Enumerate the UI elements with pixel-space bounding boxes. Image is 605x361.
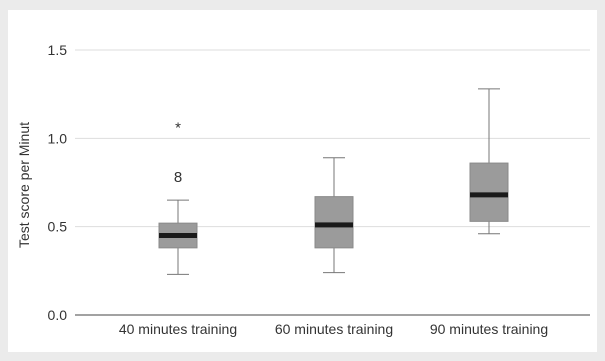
x-tick-labels: 40 minutes training 60 minutes training 90… (119, 321, 548, 337)
plot-background (8, 10, 597, 352)
extreme-outlier-marker: * (175, 119, 181, 136)
box-group (314, 157, 354, 274)
box (469, 162, 509, 222)
y-tick-labels: 0.0 0.5 1.0 1.5 (48, 42, 68, 323)
box (314, 196, 354, 249)
y-tick-label: 1.5 (48, 42, 68, 58)
y-tick-label: 1.0 (48, 130, 68, 146)
x-tick-label: 60 minutes training (275, 321, 393, 337)
box-group: 8* (158, 119, 198, 275)
x-tick-label: 90 minutes training (430, 321, 548, 337)
y-tick-label: 0.0 (48, 307, 68, 323)
box-group (469, 88, 509, 235)
median-line (159, 233, 197, 238)
y-axis-title: Test score per Minut (16, 122, 32, 248)
median-line (315, 222, 353, 228)
boxes: 8* (158, 88, 509, 275)
y-tick-label: 0.5 (48, 219, 68, 235)
median-line (470, 192, 508, 198)
outlier-marker: 8 (174, 169, 182, 186)
x-tick-label: 40 minutes training (119, 321, 237, 337)
